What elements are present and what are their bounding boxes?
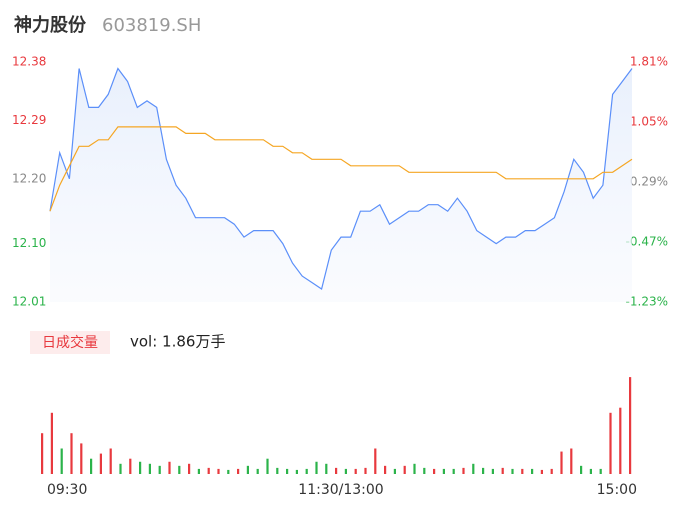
volume-bar [580,465,583,474]
volume-bar [109,448,112,474]
volume-bar [90,458,93,474]
volume-bar [619,407,622,474]
volume-bar [511,468,514,474]
stock-code: 603819.SH [102,15,201,36]
volume-bar [207,467,210,474]
volume-bar [472,463,475,474]
volume-summary: vol: 1.86万手 [130,333,225,351]
volume-bar [589,468,592,474]
volume-bar [491,468,494,474]
volume-bar [168,461,171,474]
volume-bar [384,465,387,474]
y2-tick-label: 0.29% [630,175,668,189]
volume-bar [50,412,53,474]
volume-bar [178,465,181,474]
volume-bar [599,468,602,474]
volume-bar [158,465,161,474]
volume-bar [501,467,504,474]
volume-bar [462,467,465,474]
price-line [49,67,633,290]
volume-bar [256,468,259,474]
volume-bar [99,453,102,474]
volume-bar [41,433,44,474]
volume-bar [70,433,73,474]
volume-bar [531,468,534,474]
volume-bar [217,468,220,474]
x-tick-label: 09:30 [47,482,87,498]
y2-tick-label: 1.05% [630,115,668,129]
y-tick-label: 12.10 [12,236,46,250]
volume-bar [609,412,612,474]
y-tick-label: 12.01 [12,295,46,309]
volume-bar [335,467,338,474]
volume-bar [403,465,406,474]
y2-tick-label: 1.81% [630,55,668,69]
y2-tick-label: -0.47% [626,235,668,249]
y-tick-label: 12.29 [12,113,46,127]
volume-bar [442,468,445,474]
volume-bar [629,377,632,474]
volume-bar [139,461,142,474]
volume-bar [344,468,347,474]
volume-bar [305,468,308,474]
volume-bar [325,463,328,474]
volume-bar [550,468,553,474]
volume-bar [197,468,200,474]
y-tick-label: 12.20 [12,171,46,185]
volume-bar [60,448,63,474]
volume-label: 日成交量 [42,334,98,351]
volume-bar [315,461,318,474]
volume-bar [393,468,396,474]
volume-bar [227,469,230,474]
volume-bar [560,451,563,474]
x-tick-label: 11:30/13:00 [298,482,383,498]
volume-bar [295,469,298,474]
volume-bar [423,467,426,474]
volume-bar [276,467,279,474]
average-line [49,126,633,212]
volume-bar [364,467,367,474]
volume-bar [521,468,524,474]
volume-label-bg [30,331,110,354]
volume-bar [374,448,377,474]
volume-bar [129,458,132,474]
volume-bar [119,463,122,474]
x-tick-label: 15:00 [597,482,637,498]
volume-bar [266,458,269,474]
volume-bar [482,467,485,474]
y-tick-label: 12.38 [12,55,46,69]
volume-bar [570,448,573,474]
volume-bar [354,468,357,474]
volume-bar [452,468,455,474]
stock-name: 神力股份 [14,14,87,36]
price-area [50,68,632,302]
volume-bar [433,468,436,474]
y2-tick-label: -1.23% [626,295,668,309]
volume-bar [188,463,191,474]
volume-bar [148,463,151,474]
volume-bar [286,468,289,474]
volume-bar [540,469,543,474]
volume-bar [246,465,249,474]
volume-bar [413,463,416,474]
volume-bar [237,468,240,474]
volume-bar [80,443,83,474]
